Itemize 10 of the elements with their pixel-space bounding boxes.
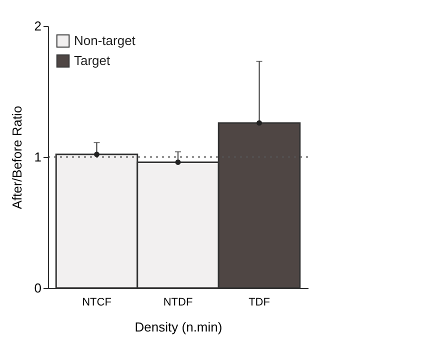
x-tick-label: NTCF (82, 296, 112, 308)
y-tick-label: 1 (34, 150, 42, 164)
x-tick-label: NTDF (163, 296, 193, 308)
legend-label: Target (74, 53, 111, 68)
y-axis-title: After/Before Ratio (9, 106, 24, 210)
x-tick-label: TDF (248, 296, 270, 308)
y-tick-label: 2 (34, 18, 42, 34)
x-axis-title: Density (n.min) (134, 320, 222, 334)
legend-label: Non-target (74, 33, 136, 48)
y-tick-label: 0 (34, 280, 42, 296)
